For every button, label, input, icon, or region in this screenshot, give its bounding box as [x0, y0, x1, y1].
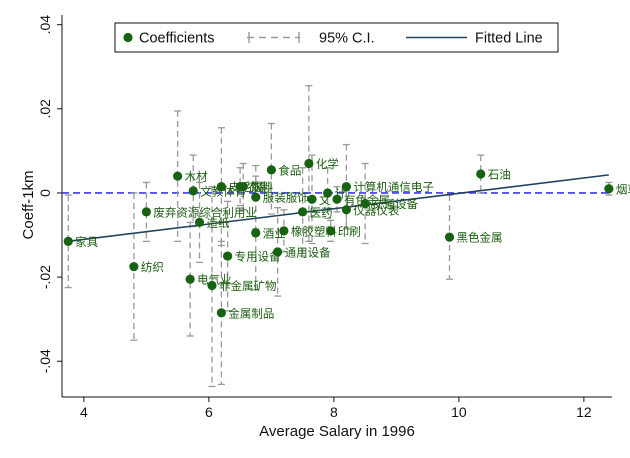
legend-fitted-label: Fitted Line	[475, 31, 543, 47]
coefficient-point	[444, 232, 455, 242]
y-axis-ticks: .04 .02 0 -.02 -.04	[37, 15, 62, 373]
x-tick-label: 8	[330, 404, 338, 420]
coefficient-point	[251, 192, 261, 202]
coefficient-point	[323, 188, 333, 198]
point-label: 印刷	[338, 224, 361, 238]
coefficient-point	[604, 184, 614, 194]
y-tick-label: .02	[37, 99, 53, 119]
coefficient-point	[273, 247, 283, 257]
point-label: 医药	[310, 205, 333, 219]
plot-frame	[62, 15, 612, 397]
coefficient-point	[251, 228, 261, 238]
point-label: 计	[335, 186, 347, 200]
x-tick-label: 12	[576, 404, 592, 420]
coefficient-point	[173, 171, 183, 181]
point-label: 橡胶塑料	[291, 224, 337, 238]
point-label: 家具	[75, 235, 98, 249]
point-label: 文	[319, 193, 331, 207]
point-label: 农副	[247, 180, 270, 194]
point-label: 造纸	[207, 216, 230, 230]
y-tick-label: 0	[37, 189, 53, 197]
fitted-line	[68, 174, 609, 243]
point-label: 服装服饰	[263, 191, 309, 205]
coefficient-point	[326, 226, 336, 236]
point-label: 酒业	[263, 226, 286, 240]
coefficient-point	[279, 226, 289, 236]
point-label: 专用设备	[235, 250, 281, 264]
point-label: 化学	[316, 157, 339, 171]
point-label: 文教体育	[200, 184, 246, 198]
point-label: 黑色金属	[457, 231, 503, 245]
coefficient-point	[476, 169, 486, 179]
y-tick-label: -.04	[37, 349, 53, 373]
point-label: 有色金属	[344, 193, 390, 207]
coefficient-point	[341, 182, 351, 192]
point-label: 通用设备	[285, 245, 331, 259]
point-label: 电气业	[197, 273, 232, 287]
x-axis-title: Average Salary in 1996	[259, 423, 415, 440]
x-axis-ticks: 4 6 8 10 12	[80, 397, 592, 420]
coefficient-point	[332, 194, 342, 204]
coefficient-point	[298, 207, 308, 217]
point-label: 非金属矿物	[219, 279, 277, 293]
coefficient-point	[216, 308, 226, 318]
x-tick-label: 10	[451, 404, 467, 420]
point-label: 食品	[278, 163, 301, 177]
coefficient-point	[129, 261, 139, 272]
coefficient-point	[304, 158, 314, 169]
coefficient-point	[238, 182, 248, 192]
coefficient-point	[63, 236, 73, 246]
coefficient-point	[188, 186, 198, 196]
x-tick-label: 6	[205, 404, 213, 420]
legend-ci-label: 95% C.I.	[319, 31, 375, 47]
coefficient-point	[185, 274, 195, 284]
point-label: 饮料	[250, 180, 273, 194]
point-label: 烟草	[616, 182, 630, 196]
legend-coefficients-marker	[123, 32, 133, 43]
point-label: 纺织	[141, 260, 164, 274]
coefficient-point	[141, 207, 151, 217]
coefficient-point	[194, 217, 205, 228]
point-label: 石油	[488, 168, 511, 182]
point-label: 木材	[185, 170, 208, 184]
fitted-line-layer	[68, 174, 609, 243]
point-label: 仪器仪表	[353, 203, 399, 217]
x-tick-label: 4	[80, 404, 88, 420]
point-label: 皮毛服	[228, 180, 263, 194]
plot-region	[61, 15, 612, 398]
coefficient-point	[207, 280, 217, 291]
point-label: 废弃资源综合利用业	[153, 205, 257, 219]
coefficient-point	[216, 182, 226, 192]
legend-coefficients-label: Coefficients	[139, 31, 215, 47]
coefficient-point	[360, 198, 370, 209]
y-tick-label: .04	[37, 15, 53, 35]
point-label: 交通设备	[372, 197, 418, 211]
coefficient-points	[63, 158, 614, 318]
y-tick-label: -.02	[37, 265, 53, 289]
point-label: 计算机通信电子	[353, 180, 434, 194]
y-axis-title: Coeff-1km	[20, 171, 37, 240]
point-label: 金属制品	[228, 306, 274, 320]
coefficient-point	[341, 205, 351, 215]
coefficient-point	[266, 165, 276, 175]
coefficient-point	[223, 251, 233, 261]
legend: Coefficients 95% C.I. Fitted Line	[114, 22, 559, 53]
legend-box	[114, 22, 559, 53]
coefficient-point	[307, 194, 317, 204]
